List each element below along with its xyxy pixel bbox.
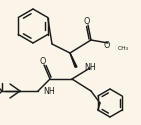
Text: NH: NH <box>84 64 96 72</box>
Text: O: O <box>84 16 90 26</box>
Polygon shape <box>70 53 77 67</box>
Text: NH: NH <box>43 86 55 96</box>
Text: CH₃: CH₃ <box>118 46 129 51</box>
Text: O: O <box>104 40 110 50</box>
Text: O: O <box>40 56 46 66</box>
